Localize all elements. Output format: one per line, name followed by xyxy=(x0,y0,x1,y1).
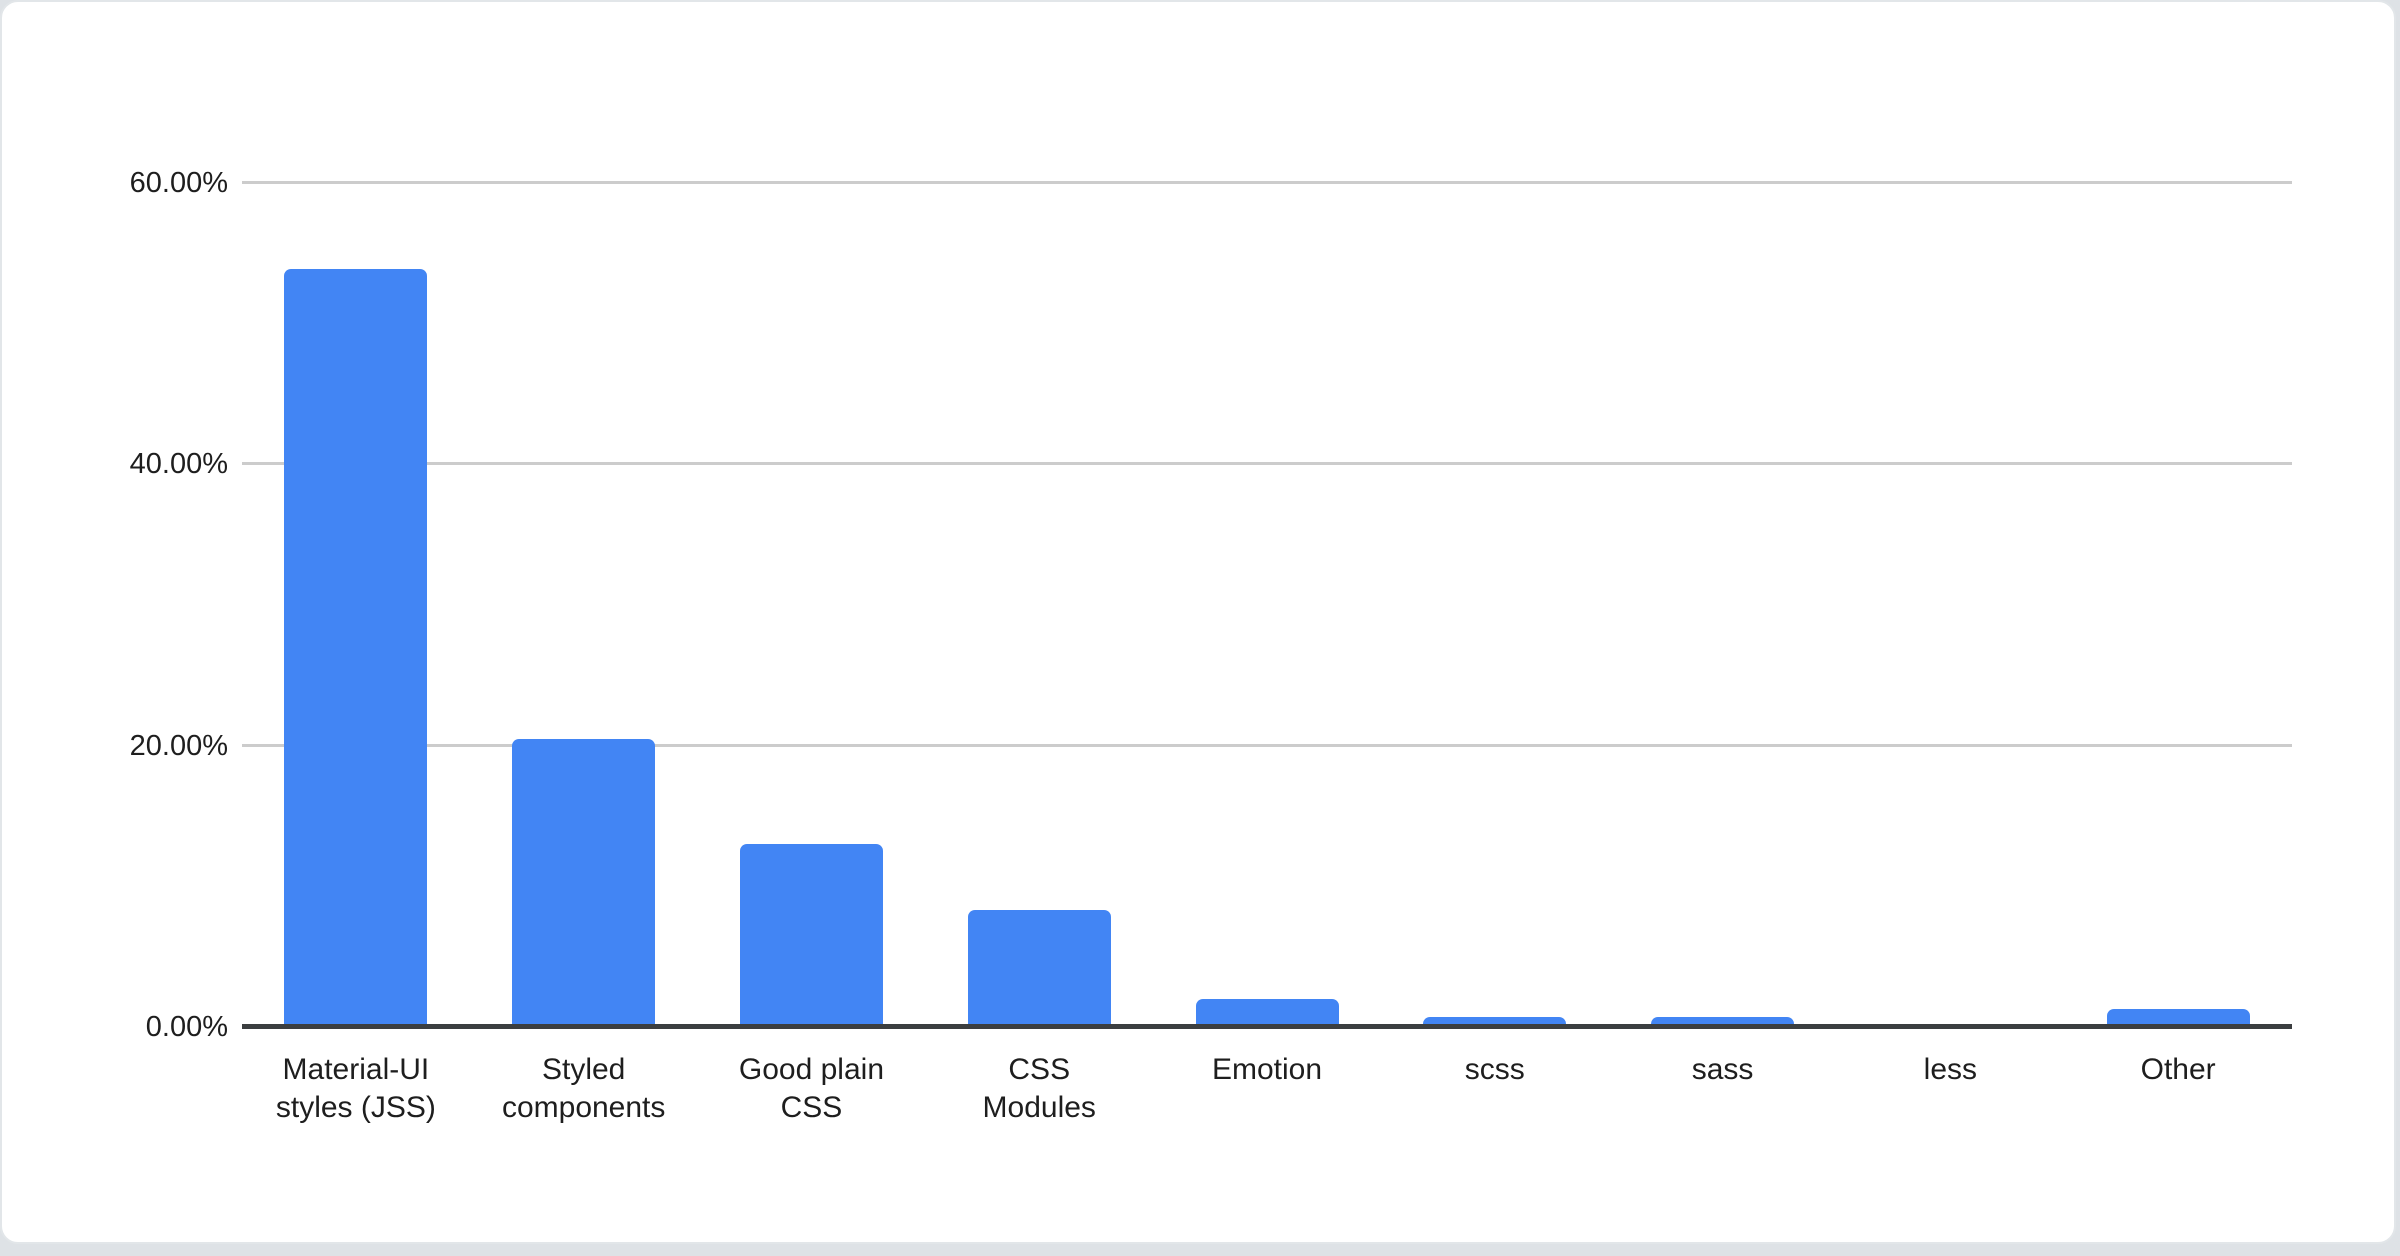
x-tick-label: Material-UI styles (JSS) xyxy=(275,1053,436,1124)
y-tick-label: 40.00% xyxy=(129,448,228,481)
plot-area: Material-UI styles (JSS) Styled component… xyxy=(242,181,2292,1124)
y-tick-label: 20.00% xyxy=(129,729,228,762)
y-tick-label: 0.00% xyxy=(145,1011,228,1043)
bar-slot xyxy=(1836,183,2064,1027)
bar-slot xyxy=(470,183,698,1027)
bar-sass[interactable] xyxy=(1651,1017,1795,1027)
x-tick-label: sass xyxy=(1691,1053,1754,1086)
bar-scss[interactable] xyxy=(1423,1017,1567,1027)
bar-css-modules[interactable] xyxy=(967,910,1111,1027)
x-tick-label: scss xyxy=(1464,1053,1525,1086)
x-tick-label: Emotion xyxy=(1211,1053,1323,1086)
bar-good-plain-css[interactable] xyxy=(739,844,883,1027)
bar-slot xyxy=(1609,183,1837,1027)
gridline-20 xyxy=(242,743,2292,747)
bars-row xyxy=(242,183,2292,1027)
y-axis-labels: 0.00% 20.00% 40.00% 60.00% xyxy=(2,167,228,1043)
bar-slot xyxy=(925,183,1153,1027)
x-axis-labels: Material-UI styles (JSS) Styled component… xyxy=(242,1051,2292,1127)
x-tick-label: less xyxy=(1923,1053,1978,1086)
y-tick-label: 60.00% xyxy=(129,167,228,199)
gridline-60 xyxy=(242,181,2292,184)
bar-emotion[interactable] xyxy=(1195,999,1339,1027)
bar-slot xyxy=(1381,183,1609,1027)
x-axis-line xyxy=(242,1024,2292,1029)
x-tick-label: CSS Modules xyxy=(982,1053,1096,1124)
bar-styled-components[interactable] xyxy=(512,739,656,1027)
x-tick-label: Other xyxy=(2140,1053,2216,1086)
bar-slot xyxy=(1153,183,1381,1027)
bar-slot xyxy=(698,183,926,1027)
bar-slot xyxy=(242,183,470,1027)
bar-material-ui-styles-jss-[interactable] xyxy=(284,269,428,1027)
x-tick-label: Good plain CSS xyxy=(738,1053,884,1124)
gridline-40 xyxy=(242,462,2292,466)
bar-other[interactable] xyxy=(2106,1009,2250,1027)
x-tick-label: Styled components xyxy=(501,1053,666,1124)
bar-slot xyxy=(2064,183,2292,1027)
